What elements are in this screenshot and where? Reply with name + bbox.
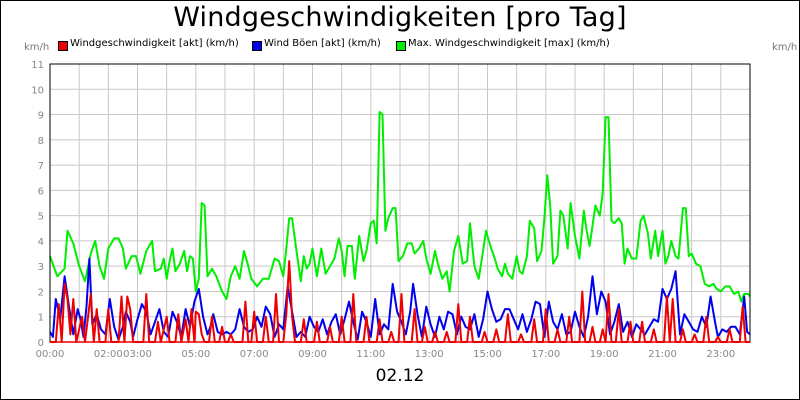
legend-label-gusts: Wind Böen [akt] (km/h) [264, 38, 381, 49]
series-line-0 [49, 111, 751, 303]
legend-swatch-wind-speed [58, 41, 68, 51]
legend-label-max-wind: Max. Windgeschwindigkeit [max] (km/h) [408, 38, 610, 49]
x-tick-label: 02:00 [94, 349, 123, 360]
x-tick-label: 19:00 [590, 349, 619, 360]
x-tick-label: 09:00 [298, 349, 327, 360]
date-label: 02.12 [375, 366, 425, 386]
legend-swatch-max-wind [396, 41, 406, 51]
x-tick-label: 23:00 [706, 349, 735, 360]
x-tick-label: 05:00 [181, 349, 210, 360]
x-tick-label: 11:00 [356, 349, 385, 360]
x-tick-label: 07:00 [240, 349, 269, 360]
y-tick-label: 9 [38, 111, 44, 122]
chart-title: Windgeschwindigkeiten [pro Tag] [173, 2, 627, 33]
legend-swatch-gusts [252, 41, 262, 51]
y-tick-label: 8 [38, 136, 44, 147]
x-tick-label: 13:00 [415, 349, 444, 360]
y-axis-unit-left: km/h [24, 42, 50, 53]
y-tick-label: 11 [31, 60, 44, 71]
y-tick-label: 4 [38, 237, 44, 248]
x-tick-label: 15:00 [473, 349, 502, 360]
legend-label-wind-speed: Windgeschwindigkeit [akt] (km/h) [70, 38, 239, 49]
y-tick-label: 2 [38, 287, 44, 298]
y-axis-unit-right: km/h [772, 42, 798, 53]
x-tick-label: 00:00 [36, 349, 65, 360]
y-tick-label: 7 [38, 161, 44, 172]
x-tick-label: 21:00 [648, 349, 677, 360]
y-tick-label: 10 [31, 85, 44, 96]
x-tick-label: 17:00 [531, 349, 560, 360]
y-tick-label: 3 [38, 262, 44, 273]
x-tick-label: 03:00 [123, 349, 152, 360]
series-line-1 [49, 257, 751, 341]
y-tick-label: 6 [38, 186, 44, 197]
y-tick-label: 1 [38, 313, 44, 324]
y-tick-label: 0 [38, 338, 44, 349]
y-tick-label: 5 [38, 212, 44, 223]
